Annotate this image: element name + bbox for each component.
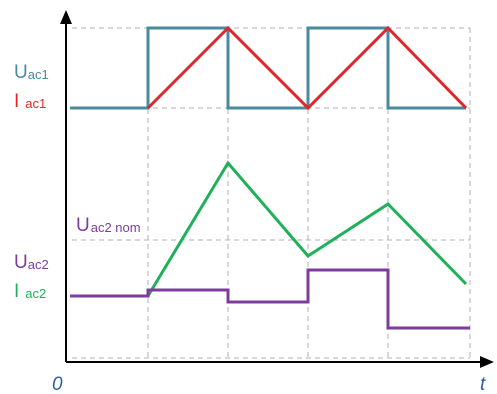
x-axis-arrow-icon (480, 356, 494, 368)
u-ac2-waveform (70, 268, 470, 330)
y-axis-arrow-icon (60, 10, 72, 24)
axes (60, 10, 494, 368)
u-ac2-label: Uac2 (14, 252, 49, 273)
u-ac1-waveform (70, 26, 466, 110)
grid (72, 27, 471, 362)
u-ac2-nom-label: Uac2 nom (76, 215, 141, 236)
time-axis-label: t (480, 374, 486, 394)
i-ac2-waveform (146, 160, 468, 297)
origin-label: 0 (52, 374, 63, 394)
i-ac1-waveform (146, 25, 468, 111)
u-ac1-label: Uac1 (14, 62, 49, 83)
